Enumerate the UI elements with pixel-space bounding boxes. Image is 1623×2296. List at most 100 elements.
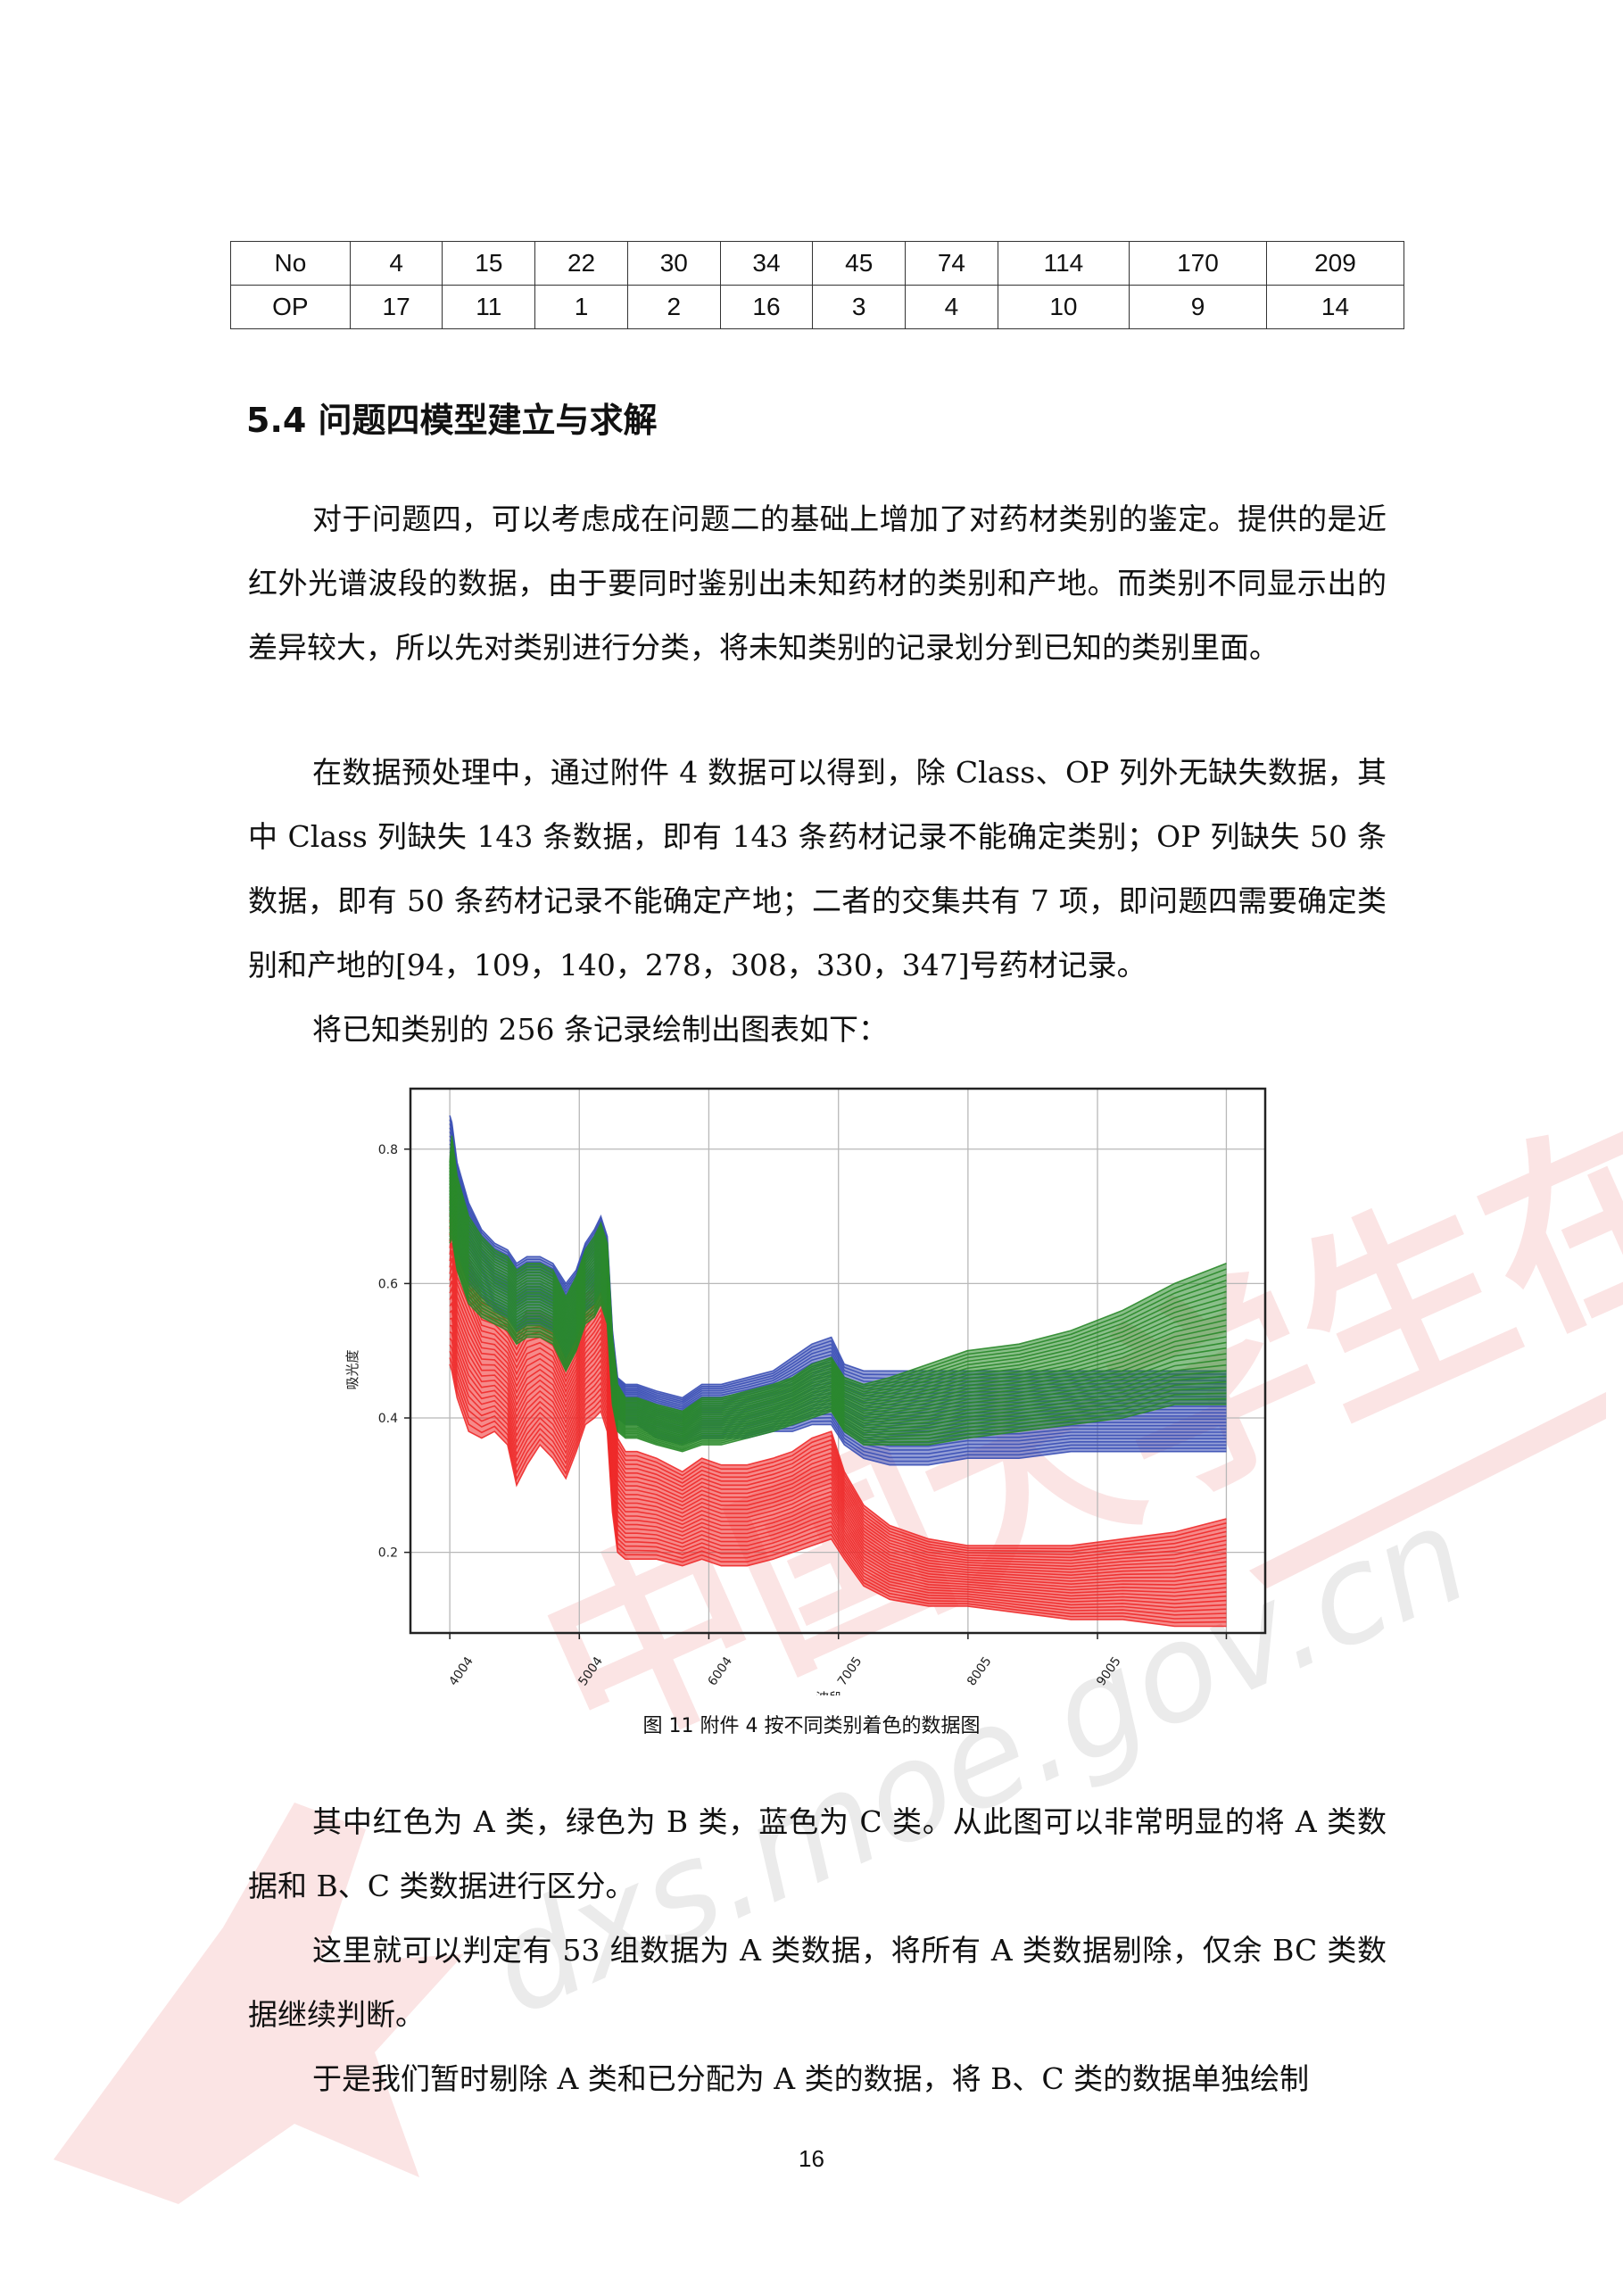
series-b-line [449,1204,1227,1440]
table-cell: 3 [812,285,907,329]
table-cell: 4 [349,241,443,286]
series-b-line [449,1183,1227,1432]
series-b-line [449,1188,1227,1433]
series-b-line [449,1191,1227,1435]
series-a-line [449,1301,1227,1594]
table-row-header: OP [230,285,351,329]
series-a-line [449,1357,1227,1624]
series-b-line [449,1148,1227,1417]
series-a-line [449,1324,1227,1605]
series-a-line [449,1265,1227,1579]
x-tick-label: 8005 [965,1654,995,1688]
series-b-line [449,1167,1227,1425]
series-a-line [449,1250,1227,1573]
table-cell: 209 [1265,241,1405,286]
series-b-line [449,1156,1227,1421]
series-b-line [449,1196,1227,1437]
x-tick-label: 5004 [576,1654,606,1688]
series-a-band [450,1182,1227,1627]
table-cell: 30 [626,241,721,286]
series-a-line [449,1227,1227,1564]
table-cell: 170 [1129,241,1267,286]
series-a-line [449,1344,1227,1616]
series-b-line [449,1220,1227,1446]
series-b-line [449,1207,1227,1441]
series-b-line [449,1215,1227,1445]
table-cell: 114 [997,241,1130,286]
series-b-line [449,1159,1227,1422]
table-cell: 4 [905,285,998,329]
series-a-line [449,1272,1227,1582]
series-a-line [449,1220,1227,1562]
series-a-line [449,1205,1227,1555]
paragraph-3: 将已知类别的 256 条记录绘制出图表如下： [312,1012,888,1047]
y-tick-label: 0.8 [378,1143,398,1157]
series-b-line [449,1164,1227,1423]
series-a-group [449,1182,1227,1628]
series-a-line [449,1309,1227,1597]
section-heading: 5.4 问题四模型建立与求解 [246,401,658,440]
series-b-line [449,1212,1227,1443]
table-cell: 74 [905,241,998,286]
series-b-line [449,1180,1227,1430]
table-cell: 2 [626,285,721,329]
table-cell: 15 [442,241,536,286]
x-tick-label: 9005 [1094,1654,1124,1688]
series-a-line [449,1330,1227,1609]
page-number: 16 [799,2145,824,2172]
series-b-group [449,1135,1227,1453]
series-a-line [449,1280,1227,1586]
table-cell: 11 [442,285,536,329]
table-cell: 1 [534,285,628,329]
paragraph-4: 其中红色为 A 类，绿色为 B 类，蓝色为 C 类。从此图可以非常明显的将 A … [248,1804,1387,1903]
series-b-line [449,1175,1227,1429]
y-tick-label: 0.4 [378,1412,398,1426]
table-cell: 45 [812,241,907,286]
no-op-table: No 4 15 22 30 34 45 74 114 170 209 OP 17 11 1 2 16 3 4 10 9 1… [230,241,1405,329]
series-a-line [449,1242,1227,1571]
series-a-line [449,1338,1227,1612]
series-a-line [449,1293,1227,1591]
series-b-line [449,1143,1227,1415]
series-b-line [449,1151,1227,1419]
paragraph-5: 这里就可以判定有 53 组数据为 A 类数据，将所有 A 类数据剔除，仅余 BC… [248,1933,1387,2032]
x-tick-label: 7005 [835,1654,865,1688]
y-tick-label: 0.2 [378,1546,398,1561]
series-a-line [449,1235,1227,1568]
series-a-line [449,1317,1227,1601]
series-b-line [449,1228,1227,1449]
table-cell: 22 [534,241,628,286]
table-cell: 10 [997,285,1130,329]
table-cell: 16 [719,285,814,329]
series-b-line [449,1236,1227,1453]
series-b-line [449,1231,1227,1451]
table-cell: 34 [719,241,814,286]
x-axis-label: 波段 [816,1690,842,1695]
table-row: No 4 15 22 30 34 45 74 114 170 209 [230,241,1405,286]
figure-caption: 图 11 附件 4 按不同类别着色的数据图 [642,1715,981,1737]
table-row-header: No [230,241,351,286]
series-b-line [449,1199,1227,1438]
paragraph-1: 对于问题四，可以考虑成在问题二的基础上增加了对药材类别的鉴定。提供的是近红外光谱… [248,501,1387,665]
y-tick-label: 0.6 [378,1277,398,1291]
series-a-line [449,1285,1227,1588]
x-tick-label: 4004 [446,1654,476,1688]
series-a-line [449,1350,1227,1620]
series-b-line [449,1223,1227,1448]
series-b-line [449,1140,1227,1414]
y-axis-label: 吸光度 [344,1349,360,1389]
series-a-line [449,1364,1227,1628]
series-b-line [449,1135,1227,1413]
series-a-line [449,1213,1227,1559]
table-row: OP 17 11 1 2 16 3 4 10 9 14 [230,285,1405,329]
paragraph-6: 于是我们暂时剔除 A 类和已分配为 A 类的数据，将 B、C 类的数据单独绘制 [312,2061,1310,2096]
paragraph-2: 在数据预处理中，通过附件 4 数据可以得到，除 Class、OP 列外无缺失数据… [248,755,1387,982]
series-b-line [449,1172,1227,1427]
table-cell: 9 [1129,285,1267,329]
spectrum-chart: 0.2 0.4 0.6 0.8 4004 5004 6004 7005 8005 9005 波段 吸光… [344,1087,1267,1695]
table-cell: 14 [1265,285,1405,329]
x-tick-label: 6004 [706,1654,736,1688]
table-cell: 17 [349,285,443,329]
series-a-line [449,1257,1227,1577]
